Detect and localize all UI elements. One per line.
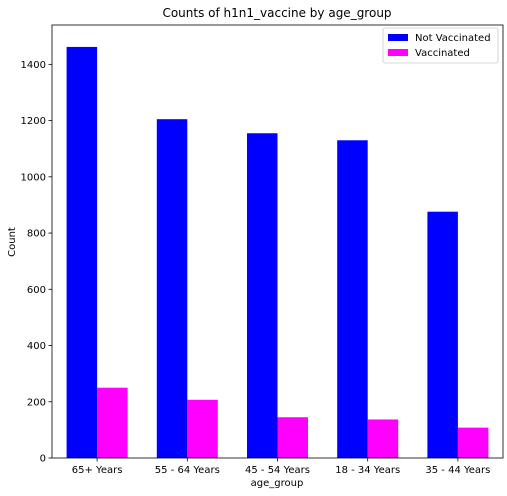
x-axis-label: age_group [251, 478, 304, 489]
y-tick-label-3: 600 [27, 285, 46, 296]
bar-vaccinated-2 [278, 417, 309, 458]
legend-label-vaccinated: Vaccinated [415, 48, 470, 59]
bar-vaccinated-0 [97, 388, 128, 458]
bar-vaccinated-3 [368, 419, 399, 458]
bar-not-vaccinated-4 [427, 212, 458, 458]
x-tick-label-1: 55 - 64 Years [155, 465, 220, 476]
y-axis-label: Count [7, 227, 18, 257]
x-tick-label-4: 35 - 44 Years [425, 465, 490, 476]
y-tick-label-5: 1000 [21, 172, 46, 183]
bar-not-vaccinated-3 [337, 140, 368, 458]
bars-layer [67, 47, 489, 458]
bar-not-vaccinated-2 [247, 133, 278, 458]
chart-title: Counts of h1n1_vaccine by age_group [162, 6, 391, 20]
legend-label-not-vaccinated: Not Vaccinated [415, 33, 491, 44]
x-tick-label-3: 18 - 34 Years [335, 465, 400, 476]
y-tick-label-2: 400 [27, 341, 46, 352]
y-tick-label-6: 1200 [21, 116, 46, 127]
bar-not-vaccinated-0 [67, 47, 98, 458]
legend: Not Vaccinated Vaccinated [383, 28, 498, 63]
y-tick-label-4: 800 [27, 229, 46, 240]
bar-vaccinated-4 [458, 428, 489, 458]
x-tick-label-2: 45 - 54 Years [245, 465, 310, 476]
y-tick-label-0: 0 [40, 454, 46, 465]
y-tick-label-7: 1400 [21, 60, 46, 71]
x-tick-label-0: 65+ Years [72, 465, 123, 476]
bar-not-vaccinated-1 [157, 119, 188, 458]
bar-vaccinated-1 [187, 400, 218, 458]
y-tick-label-1: 200 [27, 397, 46, 408]
legend-swatch-not-vaccinated [388, 34, 408, 41]
legend-swatch-vaccinated [388, 49, 408, 56]
